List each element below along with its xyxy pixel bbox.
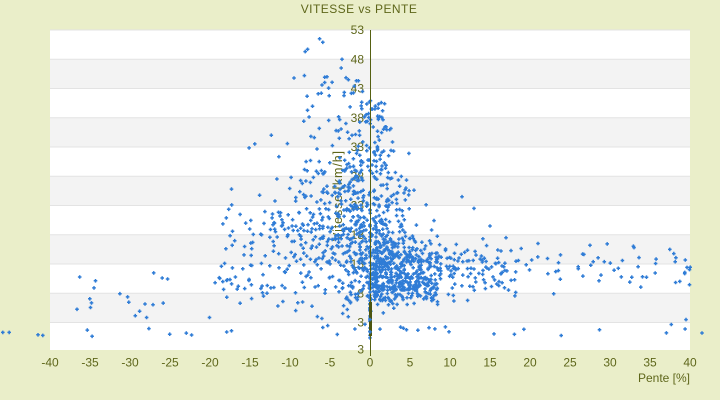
svg-text:-20: -20 — [201, 356, 219, 370]
svg-text:-15: -15 — [241, 356, 259, 370]
svg-text:48: 48 — [351, 53, 365, 67]
svg-text:15: 15 — [483, 356, 497, 370]
svg-text:5: 5 — [407, 356, 414, 370]
svg-text:35: 35 — [643, 356, 657, 370]
svg-text:-5: -5 — [325, 356, 336, 370]
svg-text:-35: -35 — [81, 356, 99, 370]
svg-text:-10: -10 — [281, 356, 299, 370]
svg-text:25: 25 — [563, 356, 577, 370]
svg-text:38: 38 — [351, 111, 365, 125]
svg-text:0: 0 — [367, 356, 374, 370]
svg-text:-30: -30 — [121, 356, 139, 370]
svg-text:8: 8 — [357, 286, 364, 300]
svg-text:3: 3 — [357, 343, 364, 357]
svg-text:40: 40 — [683, 356, 697, 370]
svg-text:53: 53 — [351, 23, 365, 37]
svg-text:30: 30 — [603, 356, 617, 370]
svg-text:VITESSE vs PENTE: VITESSE vs PENTE — [301, 2, 418, 16]
svg-text:Pente [%]: Pente [%] — [638, 371, 690, 385]
svg-text:10: 10 — [443, 356, 457, 370]
svg-text:-40: -40 — [41, 356, 59, 370]
svg-text:3: 3 — [357, 316, 364, 330]
svg-text:-25: -25 — [161, 356, 179, 370]
svg-text:33: 33 — [351, 140, 365, 154]
svg-text:20: 20 — [523, 356, 537, 370]
